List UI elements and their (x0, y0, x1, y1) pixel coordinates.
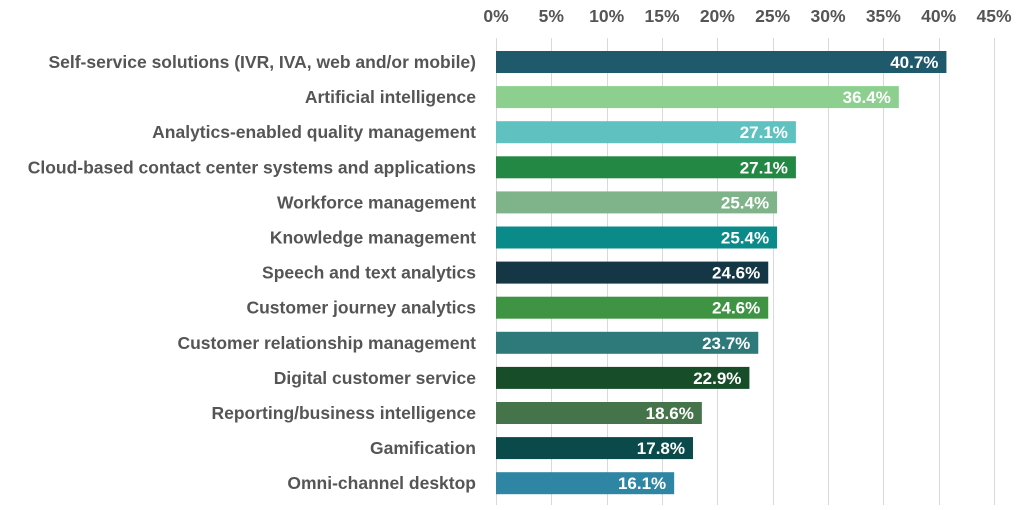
x-tick-label: 20% (700, 6, 735, 26)
data-label: 18.6% (646, 404, 694, 423)
category-label: Workforce management (277, 192, 476, 212)
data-label: 22.9% (693, 369, 741, 388)
category-label: Customer relationship management (177, 333, 476, 353)
x-tick-label: 5% (539, 6, 565, 26)
data-label: 24.6% (712, 299, 760, 318)
x-tick-label: 45% (976, 6, 1011, 26)
category-label: Artificial intelligence (305, 87, 476, 107)
data-label: 24.6% (712, 264, 760, 283)
x-tick-label: 25% (755, 6, 790, 26)
category-label: Knowledge management (270, 228, 476, 248)
category-label: Reporting/business intelligence (212, 403, 477, 423)
bar (496, 86, 899, 109)
category-label: Cloud-based contact center systems and a… (28, 157, 477, 177)
bar (496, 296, 769, 319)
x-tick-label: 0% (483, 6, 509, 26)
bars (496, 51, 947, 495)
x-tick-label: 30% (810, 6, 845, 26)
category-labels: Self-service solutions (IVR, IVA, web an… (28, 52, 477, 493)
bar (496, 261, 769, 284)
category-label: Speech and text analytics (262, 263, 476, 283)
x-tick-label: 35% (866, 6, 901, 26)
category-label: Self-service solutions (IVR, IVA, web an… (48, 52, 476, 72)
bar (496, 121, 796, 144)
bar (496, 331, 759, 354)
bar (496, 472, 675, 495)
value-labels: 40.7% 36.4% 27.1% 27.1% 25.4% 25.4% 24.6% 24.6%… (618, 53, 938, 493)
data-label: 40.7% (890, 53, 938, 72)
bar (496, 51, 947, 73)
x-tick-label: 40% (921, 6, 956, 26)
bar (496, 402, 702, 424)
bar (496, 226, 778, 249)
data-label: 27.1% (740, 123, 788, 142)
data-label: 17.8% (637, 439, 685, 458)
x-axis-ticks: 0% 5% 10% 15% 20% 25% 30% 35% 40% 45% (483, 6, 1012, 26)
category-label: Gamification (370, 438, 476, 458)
data-label: 16.1% (618, 474, 666, 493)
bar (496, 156, 796, 179)
bar (496, 191, 778, 214)
data-label: 36.4% (843, 88, 891, 107)
x-tick-label: 10% (589, 6, 624, 26)
bar (496, 437, 693, 460)
data-label: 23.7% (702, 334, 750, 353)
data-label: 25.4% (721, 229, 769, 248)
data-label: 25.4% (721, 193, 769, 212)
category-label: Customer journey analytics (246, 298, 476, 318)
category-label: Omni-channel desktop (287, 473, 476, 493)
category-label: Digital customer service (274, 368, 477, 388)
data-label: 27.1% (740, 158, 788, 177)
category-label: Analytics-enabled quality management (152, 122, 476, 142)
bar (496, 366, 750, 389)
x-tick-label: 15% (644, 6, 679, 26)
